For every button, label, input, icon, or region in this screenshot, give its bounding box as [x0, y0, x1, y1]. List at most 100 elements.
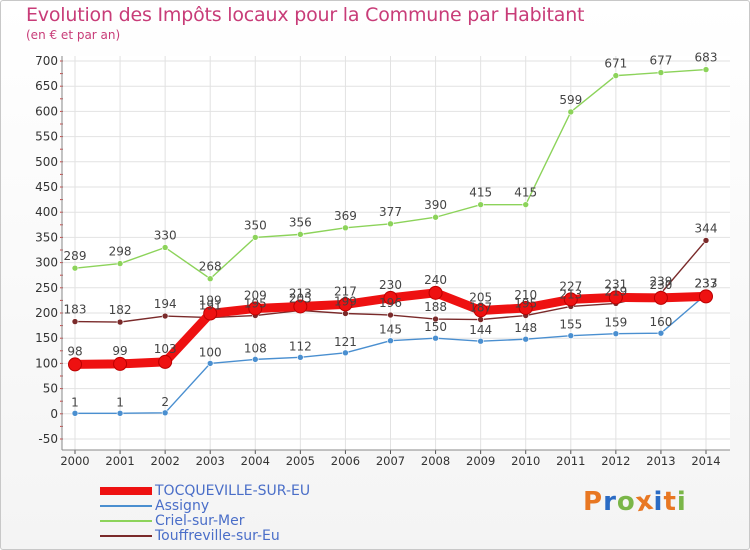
plot-area [62, 56, 730, 450]
data-point [158, 354, 173, 369]
data-label: 230 [649, 278, 672, 292]
data-label: 205 [289, 291, 312, 305]
y-tick-label: 700 [35, 54, 58, 68]
data-label: 240 [424, 273, 447, 287]
data-point [387, 311, 394, 319]
data-point [477, 201, 484, 208]
data-label: 155 [559, 318, 582, 332]
legend-swatch [100, 487, 152, 495]
data-label: 98 [67, 344, 82, 358]
data-label: 268 [199, 260, 222, 274]
data-label: 150 [424, 320, 447, 334]
data-label: 195 [514, 297, 537, 311]
data-point [699, 289, 713, 304]
data-label: 159 [604, 316, 627, 330]
data-point [251, 356, 259, 363]
x-tick-label: 2009 [466, 454, 495, 468]
x-tick-label: 2005 [286, 454, 315, 468]
data-point [116, 260, 124, 267]
data-point [71, 409, 79, 417]
data-point [161, 244, 169, 251]
data-label: 183 [64, 303, 87, 317]
data-point [432, 213, 439, 221]
proxiti-logo: Proxiti [583, 486, 687, 519]
legend-swatch [100, 535, 152, 537]
data-point [387, 337, 394, 345]
data-point [116, 318, 124, 326]
data-label: 231 [604, 277, 627, 291]
data-point [161, 312, 169, 320]
y-tick-label: 200 [35, 306, 58, 320]
data-label: 160 [649, 315, 672, 329]
data-point [116, 409, 124, 417]
logo-letter: r [603, 487, 617, 517]
x-tick-label: 2006 [331, 454, 360, 468]
legend-swatch [100, 520, 152, 522]
data-point [293, 299, 308, 314]
data-point [522, 201, 530, 208]
y-tick-label: 550 [35, 130, 58, 144]
data-label: 191 [199, 299, 222, 313]
data-label: 195 [244, 297, 267, 311]
data-label: 145 [379, 323, 402, 337]
data-label: 330 [154, 228, 177, 242]
data-label: 415 [514, 186, 537, 200]
logo-letter: i [676, 487, 687, 517]
data-label: 196 [379, 296, 402, 310]
data-label: 227 [559, 279, 582, 293]
data-label: 219 [604, 284, 627, 298]
data-point [251, 234, 259, 241]
series-criel-sur-mer [71, 66, 710, 283]
data-point [248, 301, 263, 316]
data-label: 390 [424, 198, 447, 212]
data-label: 377 [379, 205, 402, 219]
data-point [342, 224, 349, 232]
data-point [657, 329, 665, 337]
data-label: 144 [469, 323, 492, 337]
data-label: 356 [289, 215, 312, 229]
data-label: 677 [649, 54, 672, 68]
data-point [612, 72, 620, 79]
y-tick-label: 0 [50, 407, 58, 421]
x-tick-label: 2004 [241, 454, 270, 468]
logo-letter: t [663, 487, 677, 517]
legend-swatch [100, 505, 152, 507]
logo-letter: i [653, 487, 664, 517]
y-tick-label: 500 [35, 155, 58, 169]
data-label: 108 [244, 341, 267, 355]
data-label: 350 [244, 218, 267, 232]
y-tick-label: 450 [35, 180, 58, 194]
data-point [432, 315, 439, 323]
data-label: 671 [604, 57, 627, 71]
data-label: 112 [289, 339, 312, 353]
data-label: 2 [161, 395, 169, 409]
data-point [567, 332, 575, 339]
y-tick-label: 250 [35, 281, 58, 295]
data-point [297, 354, 304, 361]
data-label: 187 [469, 301, 492, 315]
data-point [206, 360, 214, 367]
x-tick-label: 2002 [151, 454, 180, 468]
data-label: 369 [334, 209, 357, 223]
data-point [203, 306, 218, 321]
data-label: 209 [244, 288, 267, 302]
data-point [518, 300, 533, 315]
x-tick-label: 2003 [196, 454, 225, 468]
data-label: 217 [334, 284, 357, 298]
data-label: 230 [379, 278, 402, 292]
data-point [612, 330, 620, 337]
data-point [428, 285, 443, 300]
y-tick-label: 400 [35, 205, 58, 219]
data-label: 233 [695, 276, 718, 290]
data-label: 199 [199, 294, 222, 308]
x-tick-label: 2011 [556, 454, 585, 468]
legend-label: TOCQUEVILLE-SUR-EU [155, 483, 311, 499]
data-label: 289 [64, 249, 87, 263]
y-tick-label: 300 [35, 256, 58, 270]
x-tick-label: 2013 [646, 454, 675, 468]
data-label: 599 [559, 93, 582, 107]
logo-letter: o [616, 487, 636, 517]
y-tick-label: -50 [38, 432, 58, 446]
data-label: 415 [469, 186, 492, 200]
